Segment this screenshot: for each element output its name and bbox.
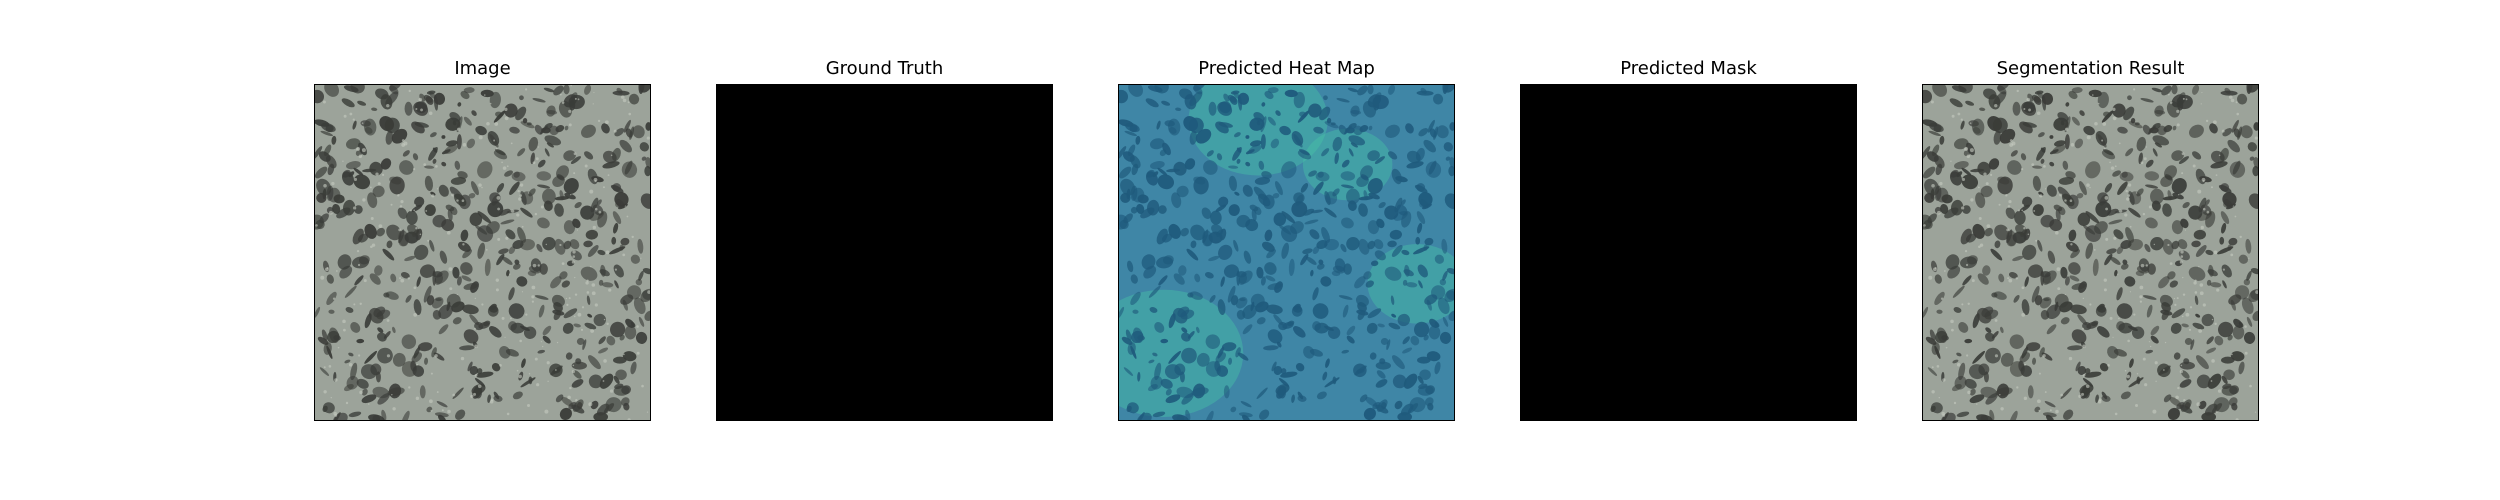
input-image <box>315 85 650 420</box>
panel-segmentation-result: Segmentation Result <box>1922 54 2259 421</box>
panel-title-segmentation-result: Segmentation Result <box>1996 58 2185 79</box>
image-frame <box>314 84 651 421</box>
ground-truth-frame <box>716 84 1053 421</box>
panel-image: Image <box>314 54 651 421</box>
segmentation-result-frame <box>1922 84 2259 421</box>
panel-predicted-mask: Predicted Mask <box>1520 54 1857 421</box>
predicted-mask-frame <box>1520 84 1857 421</box>
panel-ground-truth: Ground Truth <box>716 54 1053 421</box>
heat-map-frame <box>1118 84 1455 421</box>
predicted-heat-map <box>1119 85 1454 420</box>
panel-title-ground-truth: Ground Truth <box>825 58 944 79</box>
segmentation-result-image <box>1923 85 2258 420</box>
panel-title-predicted-mask: Predicted Mask <box>1620 58 1757 79</box>
panel-heat-map: Predicted Heat Map <box>1118 54 1455 421</box>
predicted-mask <box>1521 85 1856 420</box>
panel-title-image: Image <box>454 58 511 79</box>
panel-title-heat-map: Predicted Heat Map <box>1198 58 1375 79</box>
ground-truth-mask <box>717 85 1052 420</box>
